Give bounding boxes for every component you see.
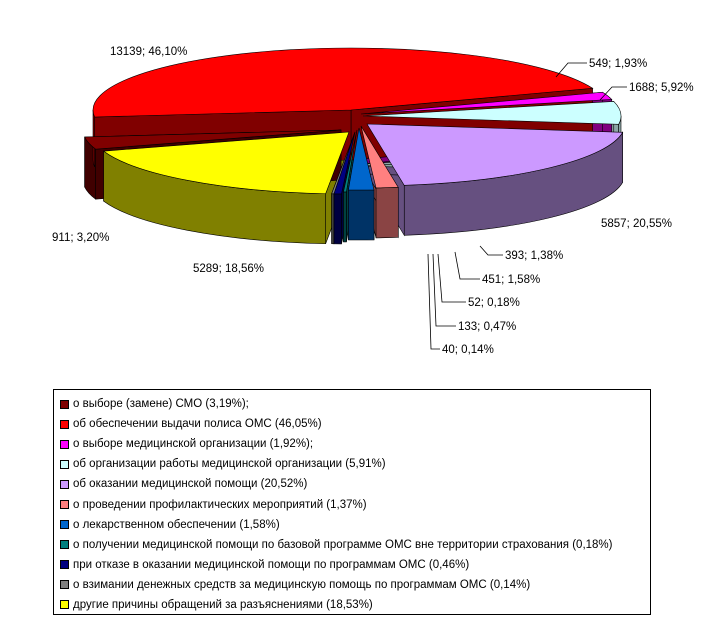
legend-label: о выборе (замене) СМО (3,19%); bbox=[73, 398, 249, 411]
legend-item: о лекарственном обеспечении (1,58%) bbox=[60, 515, 650, 535]
pie-slice bbox=[92, 47, 594, 118]
data-labels: 911; 3,20% 13139; 46,10% 549; 1,93% 1688; 5… bbox=[52, 46, 694, 356]
legend-swatch bbox=[60, 540, 69, 550]
legend-item: другие причины обращений за разъяснениям… bbox=[60, 595, 650, 615]
leader-lines bbox=[427, 62, 627, 350]
legend-label: об обеспечении выдачи полиса ОМС (46,05%… bbox=[73, 418, 322, 431]
data-label: 393; 1,38% bbox=[505, 250, 563, 262]
legend-swatch bbox=[60, 560, 69, 570]
legend-swatch bbox=[60, 399, 69, 409]
pie-slice bbox=[360, 91, 613, 115]
leader-line bbox=[437, 253, 466, 303]
pie-slice-side bbox=[331, 193, 335, 245]
pie-slice bbox=[348, 127, 375, 191]
legend-label: о проведении профилактических мероприяти… bbox=[73, 498, 367, 511]
pie-slice-side bbox=[333, 193, 342, 245]
pie-slice bbox=[343, 129, 358, 193]
legend-swatch bbox=[60, 419, 69, 429]
data-label: 911; 3,20% bbox=[52, 232, 109, 244]
data-label: 5857; 20,55% bbox=[601, 218, 672, 230]
pie-slice-side bbox=[375, 187, 399, 239]
data-label: 5289; 18,56% bbox=[193, 263, 264, 275]
legend-swatch bbox=[60, 439, 69, 449]
legend-item: об организации работы медицинской органи… bbox=[60, 454, 650, 474]
pie-slice-side bbox=[343, 191, 347, 243]
legend-swatch bbox=[60, 459, 69, 469]
legend-label: об оказании медицинской помощи (20,52%) bbox=[73, 478, 308, 491]
legend-swatch bbox=[60, 479, 69, 489]
legend-item: о взимании денежных средств за медицинск… bbox=[60, 575, 650, 595]
legend-swatch bbox=[60, 600, 69, 610]
leader-line bbox=[555, 62, 587, 78]
chart-legend: о выборе (замене) СМО (3,19%); об обеспеч… bbox=[53, 389, 651, 615]
pie-slice bbox=[360, 125, 399, 189]
legend-label: о выборе медицинской организации (1,92%)… bbox=[73, 438, 314, 451]
leader-line bbox=[479, 245, 503, 256]
data-label: 40; 0,14% bbox=[442, 344, 494, 356]
legend-swatch bbox=[60, 500, 69, 510]
legend-label: при отказе в оказании медицинской помощи… bbox=[73, 558, 470, 571]
pie-slice bbox=[102, 131, 350, 195]
pie-slice bbox=[362, 101, 622, 125]
data-label: 13139; 46,10% bbox=[110, 46, 187, 58]
legend-item: о выборе (замене) СМО (3,19%); bbox=[60, 394, 650, 414]
legend-item: при отказе в оказании медицинской помощи… bbox=[60, 555, 650, 575]
data-label: 133; 0,47% bbox=[458, 321, 516, 333]
leader-line bbox=[427, 253, 440, 350]
legend-item: о проведении профилактических мероприяти… bbox=[60, 494, 650, 514]
legend-item: о выборе медицинской организации (1,92%)… bbox=[60, 434, 650, 454]
pie-slice bbox=[366, 123, 624, 186]
legend-item: об обеспечении выдачи полиса ОМС (46,05%… bbox=[60, 414, 650, 434]
pie-slices bbox=[84, 47, 624, 195]
legend-label: об организации работы медицинской органи… bbox=[73, 458, 386, 471]
legend-label: о лекарственном обеспечении (1,58%) bbox=[73, 518, 280, 531]
pie-slice bbox=[84, 129, 342, 150]
legend-item: об оказании медицинской помощи (20,52%) bbox=[60, 474, 650, 494]
leader-line bbox=[454, 251, 480, 280]
legend-label: о взимании денежных средств за медицинск… bbox=[73, 578, 531, 591]
leader-line bbox=[599, 86, 627, 101]
legend-swatch bbox=[60, 580, 69, 590]
pie-slice-side bbox=[348, 189, 375, 241]
data-label: 1688; 5,92% bbox=[629, 82, 694, 94]
legend-label: о получении медицинской помощи по базово… bbox=[73, 538, 613, 551]
leader-line bbox=[432, 253, 456, 327]
legend-label: другие причины обращений за разъяснениям… bbox=[73, 598, 373, 611]
legend-swatch bbox=[60, 520, 69, 530]
data-label: 451; 1,58% bbox=[482, 274, 540, 286]
legend-item: о получении медицинской помощи по базово… bbox=[60, 535, 650, 555]
pie-slice bbox=[331, 131, 356, 195]
pie-chart: 911; 3,20% 13139; 46,10% 549; 1,93% 1688; 5… bbox=[52, 46, 694, 356]
data-label: 52; 0,18% bbox=[468, 297, 520, 309]
data-label: 549; 1,93% bbox=[589, 58, 647, 70]
